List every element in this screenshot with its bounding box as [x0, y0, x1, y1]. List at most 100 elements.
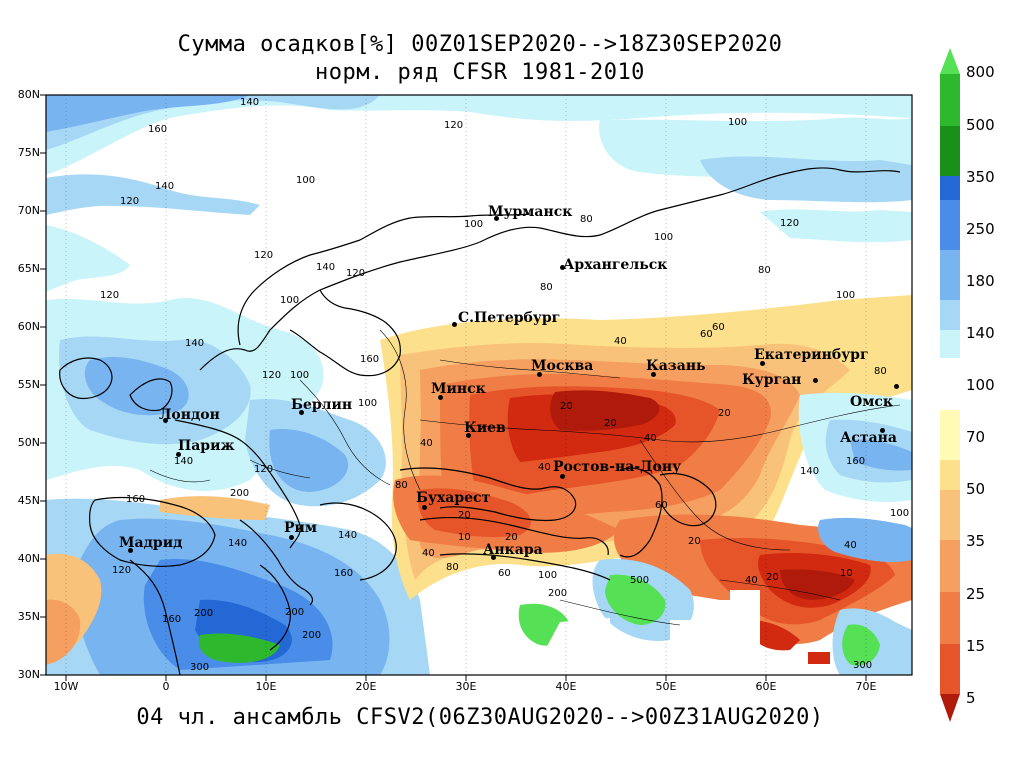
contour-label: 160 — [126, 494, 146, 505]
city-label: Омск — [850, 394, 893, 410]
contour-label: 60 — [498, 568, 511, 579]
colorbar-swatch — [940, 410, 960, 460]
lon-tick-label: 0 — [162, 680, 170, 693]
contour-label: 120 — [254, 250, 274, 261]
contour-label: 120 — [100, 290, 120, 301]
contour-label: 40 — [644, 433, 657, 444]
lat-tick-label: 70N — [17, 204, 40, 217]
contour-label: 500 — [630, 575, 650, 586]
contour-label: 80 — [580, 214, 593, 225]
chart-subtitle: норм. ряд CFSR 1981-2010 — [315, 60, 645, 85]
lon-tick-label: 10W — [53, 680, 79, 693]
city-marker — [813, 378, 818, 383]
contour-label: 100 — [280, 295, 300, 306]
contour-label: 140 — [155, 181, 175, 192]
ensemble-footer: 04 чл. ансамбль CFSV2(06Z30AUG2020-->00Z… — [136, 705, 824, 730]
contour-label: 100 — [464, 219, 484, 230]
colorbar-label: 50 — [966, 480, 986, 498]
city-marker — [452, 322, 457, 327]
city-label: Москва — [531, 358, 594, 374]
contour-label: 80 — [446, 562, 459, 573]
contour-label: 120 — [346, 268, 366, 279]
city-marker — [494, 216, 499, 221]
city-label: Рим — [284, 520, 318, 536]
contour-label: 160 — [148, 124, 168, 135]
contour-label: 20 — [766, 572, 779, 583]
colorbar-swatch — [940, 300, 960, 330]
contour-label: 20 — [604, 418, 617, 429]
colorbar-label: 15 — [966, 637, 986, 655]
colorbar-label: 100 — [966, 376, 995, 394]
city-marker — [438, 395, 443, 400]
city-marker — [491, 555, 496, 560]
colorbar-swatch — [940, 644, 960, 694]
colorbar-label: 350 — [966, 168, 995, 186]
city-marker — [894, 384, 899, 389]
city-marker — [560, 265, 565, 270]
contour-label: 60 — [712, 322, 725, 333]
lon-tick-label: 40E — [555, 680, 577, 693]
contour-label: 200 — [302, 630, 322, 641]
lon-tick-label: 30E — [455, 680, 477, 693]
contour-label: 140 — [174, 456, 194, 467]
contour-label: 100 — [728, 117, 748, 128]
city-marker — [651, 372, 656, 377]
contour-label: 140 — [316, 262, 336, 273]
contour-label: 80 — [395, 480, 408, 491]
contour-label: 100 — [296, 175, 316, 186]
colorbar-label: 140 — [966, 324, 995, 342]
lat-tick-label: 75N — [17, 146, 40, 159]
colorbar-swatch — [940, 460, 960, 490]
contour-label: 100 — [654, 232, 674, 243]
colorbar-label: 70 — [966, 428, 986, 446]
city-label: Казань — [646, 358, 706, 374]
contour-label: 20 — [560, 401, 573, 412]
city-label: Берлин — [291, 397, 353, 413]
contour-label: 100 — [836, 290, 856, 301]
contour-label: 60 — [700, 329, 713, 340]
contour-label: 300 — [853, 660, 873, 671]
city-label: С.Петербург — [458, 310, 561, 326]
city-label: Мурманск — [488, 204, 573, 220]
colorbar-label: 180 — [966, 272, 995, 290]
colorbar-swatch — [940, 74, 960, 126]
contour-label: 20 — [505, 532, 518, 543]
lon-tick-label: 10E — [255, 680, 277, 693]
lat-tick-label: 45N — [17, 494, 40, 507]
contour-label: 40 — [844, 540, 857, 551]
city-marker — [176, 452, 181, 457]
city-label: Астана — [840, 430, 897, 446]
contour-label: 100 — [538, 570, 558, 581]
contour-label: 300 — [190, 662, 210, 673]
contour-label: 200 — [230, 488, 250, 499]
contour-label: 160 — [162, 614, 182, 625]
contour-label: 60 — [655, 500, 668, 511]
city-label: Лондон — [159, 407, 220, 423]
colorbar-label: 35 — [966, 532, 986, 550]
contour-label: 140 — [228, 538, 248, 549]
contour-label: 20 — [718, 408, 731, 419]
contour-label: 160 — [360, 354, 380, 365]
contour-label: 40 — [422, 548, 435, 559]
city-label: Архангельск — [563, 257, 668, 273]
contour-label: 200 — [548, 588, 568, 599]
colorbar-swatch — [940, 126, 960, 176]
contour-label: 160 — [846, 456, 866, 467]
city-label: Бухарест — [416, 490, 491, 506]
colorbar-label: 25 — [966, 585, 986, 603]
colorbar-swatch — [940, 540, 960, 592]
contour-label: 120 — [262, 370, 282, 381]
colorbar-swatch — [940, 592, 960, 644]
contour-label: 40 — [614, 336, 627, 347]
contour-label: 120 — [254, 464, 274, 475]
city-marker — [422, 505, 427, 510]
contour-label: 100 — [358, 398, 378, 409]
map-field — [46, 95, 912, 675]
contour-label: 120 — [112, 565, 132, 576]
colorbar-label: 5 — [966, 689, 976, 707]
city-label: Минск — [431, 381, 486, 397]
city-label: Курган — [742, 372, 802, 388]
lat-tick-label: 55N — [17, 378, 40, 391]
